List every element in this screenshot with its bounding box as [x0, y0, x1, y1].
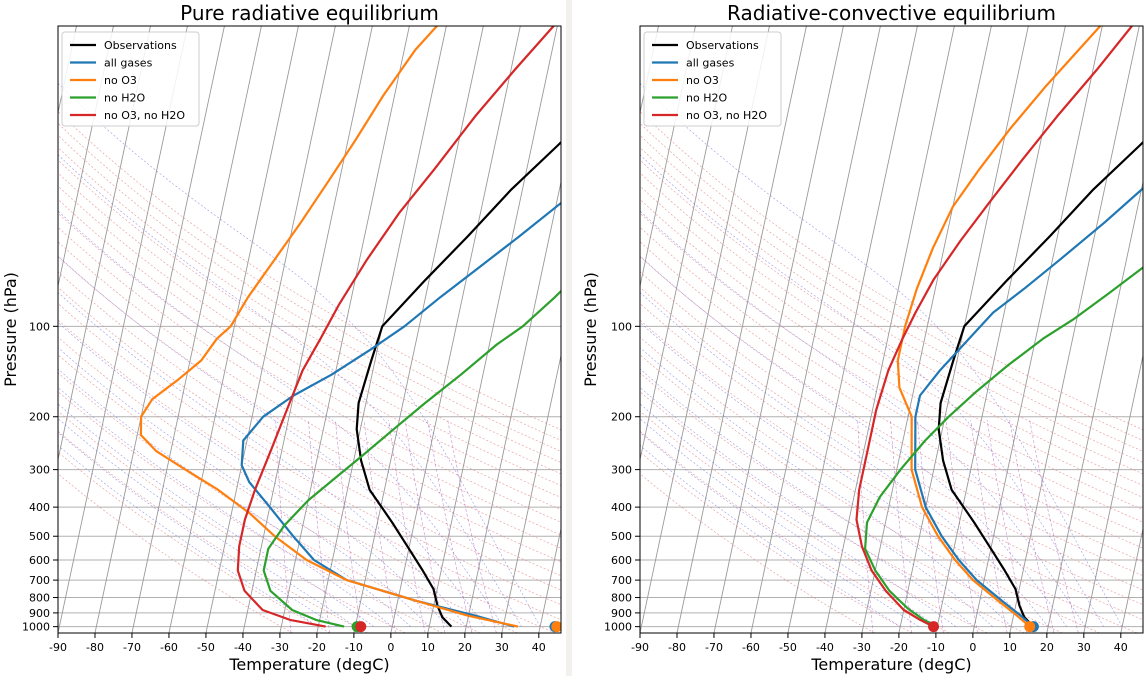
legend-entry: all gases [104, 57, 153, 70]
x-tick-label: 20 [1040, 641, 1054, 654]
y-tick-label: 700 [29, 574, 50, 587]
legend-entry: no H2O [104, 92, 145, 105]
surface-marker [355, 621, 366, 632]
legend-entry: all gases [686, 57, 735, 70]
y-tick-label: 200 [29, 411, 50, 424]
x-tick-label: -30 [271, 641, 289, 654]
x-tick-label: 0 [387, 641, 394, 654]
y-tick-label: 800 [29, 592, 50, 605]
x-axis-label: Temperature (degC) [228, 655, 389, 674]
legend-entry: no O3, no H2O [104, 109, 185, 122]
x-tick-label: 30 [1077, 641, 1091, 654]
legend: Observations all gases no O3 no H2O no O3, n… [644, 32, 781, 126]
y-tick-label: 1000 [22, 621, 50, 634]
x-tick-label: -20 [890, 641, 908, 654]
legend-entry: Observations [104, 39, 177, 52]
y-tick-label: 400 [611, 501, 632, 514]
y-tick-label: 200 [611, 411, 632, 424]
x-tick-label: -80 [668, 641, 686, 654]
legend: Observations all gases no O3 no H2O no O3, n… [62, 32, 199, 126]
surface-marker [928, 621, 939, 632]
y-tick-label: 400 [29, 501, 50, 514]
x-tick-label: -90 [631, 641, 649, 654]
legend-entry: no O3 [686, 74, 719, 87]
x-tick-label: -80 [86, 641, 104, 654]
legend-entry: Observations [686, 39, 759, 52]
y-axis-label: Pressure (hPa) [581, 272, 600, 387]
x-tick-label: -50 [197, 641, 215, 654]
x-tick-label: 20 [458, 641, 472, 654]
y-tick-label: 700 [611, 574, 632, 587]
x-tick-label: 40 [532, 641, 546, 654]
x-tick-label: 0 [969, 641, 976, 654]
x-tick-label: -90 [49, 641, 67, 654]
x-tick-label: -70 [705, 641, 723, 654]
x-tick-label: -50 [779, 641, 797, 654]
x-tick-label: -70 [123, 641, 141, 654]
x-tick-label: -20 [308, 641, 326, 654]
x-tick-label: -60 [742, 641, 760, 654]
y-tick-label: 600 [29, 554, 50, 567]
legend-entry: no O3, no H2O [686, 109, 767, 122]
y-tick-label: 600 [611, 554, 632, 567]
y-tick-label: 1000 [604, 621, 632, 634]
y-tick-label: 500 [611, 530, 632, 543]
y-tick-label: 900 [29, 607, 50, 620]
x-tick-label: 30 [495, 641, 509, 654]
x-tick-label: 40 [1114, 641, 1128, 654]
x-tick-label: -10 [345, 641, 363, 654]
x-tick-label: 10 [1003, 641, 1017, 654]
surface-marker [1024, 621, 1035, 632]
y-tick-label: 100 [29, 320, 50, 333]
y-axis-label: Pressure (hPa) [1, 272, 20, 387]
x-tick-label: -60 [160, 641, 178, 654]
x-tick-label: -10 [927, 641, 945, 654]
legend-entry: no O3 [104, 74, 137, 87]
y-tick-label: 500 [29, 530, 50, 543]
y-tick-label: 800 [611, 592, 632, 605]
x-axis-label: Temperature (degC) [810, 655, 971, 674]
panel-divider [566, 0, 572, 676]
y-tick-label: 300 [29, 464, 50, 477]
x-tick-label: -40 [816, 641, 834, 654]
y-tick-label: 100 [611, 320, 632, 333]
y-tick-label: 300 [611, 464, 632, 477]
x-tick-label: -30 [853, 641, 871, 654]
legend-entry: no H2O [686, 92, 727, 105]
chart-title: Pure radiative equilibrium [180, 1, 439, 25]
x-tick-label: -40 [234, 641, 252, 654]
chart-title: Radiative-convective equilibrium [727, 1, 1056, 25]
x-tick-label: 10 [421, 641, 435, 654]
y-tick-label: 900 [611, 607, 632, 620]
